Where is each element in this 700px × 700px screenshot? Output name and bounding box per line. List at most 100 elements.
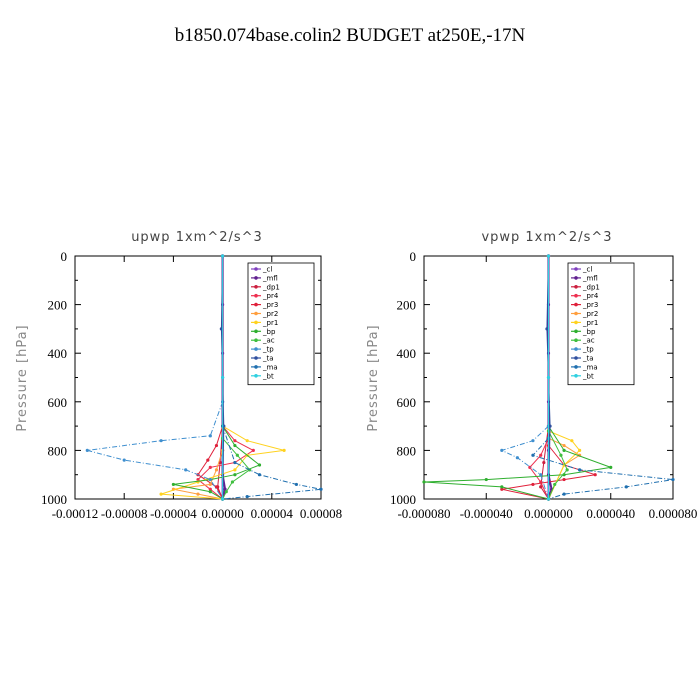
legend-box bbox=[567, 262, 635, 386]
legend-label: _ma bbox=[582, 363, 598, 371]
x-tick-label: 0.000080 bbox=[649, 506, 698, 521]
legend-marker bbox=[254, 347, 258, 351]
series-point-pr2 bbox=[214, 468, 219, 472]
y-tick-label: 1000 bbox=[390, 492, 416, 507]
legend-marker bbox=[574, 374, 578, 378]
series-point-bt bbox=[546, 497, 551, 501]
panel-vpwp: vpwp 1xm^2/s^3 Pressure [hPa] 0 200 400 600… bbox=[366, 230, 697, 521]
legend-marker bbox=[254, 267, 258, 271]
series-point-pr3 bbox=[531, 482, 535, 487]
legend-marker bbox=[254, 338, 258, 343]
legend-marker bbox=[574, 365, 578, 369]
series-point-pr3 bbox=[214, 443, 219, 448]
series-point-tp bbox=[539, 473, 543, 477]
series-point-ac bbox=[553, 482, 557, 487]
series-point-tp bbox=[500, 448, 504, 452]
series-point-ma bbox=[245, 494, 249, 499]
legend-label: _pr2 bbox=[262, 310, 278, 318]
x-tick-label: 0.00000 bbox=[201, 506, 243, 521]
series-point-bp bbox=[500, 485, 504, 489]
series-point-pr2 bbox=[562, 443, 566, 448]
legend-label: _ta bbox=[582, 355, 594, 363]
series-point-pr1 bbox=[159, 492, 163, 496]
series-point-pr1 bbox=[282, 448, 286, 452]
y-tick-label: 600 bbox=[397, 395, 417, 410]
plot-area-upwp: 0 200 400 600 800 1000-0.00012 -0.00008 -0.0000… bbox=[41, 249, 342, 521]
legend-label: _ac bbox=[582, 337, 595, 345]
legend-marker bbox=[254, 293, 258, 298]
series-point-pr1 bbox=[578, 448, 582, 452]
series-point-bt bbox=[546, 254, 551, 258]
series-point-mfl bbox=[223, 487, 227, 491]
legend-marker bbox=[574, 267, 578, 271]
series-line-pr3 bbox=[197, 425, 224, 500]
series-point-ma bbox=[319, 487, 323, 491]
legend-label: _pr1 bbox=[582, 319, 598, 327]
series-point-pr3 bbox=[500, 487, 504, 491]
legend-label: _dp1 bbox=[582, 283, 600, 291]
series-line-pr1 bbox=[160, 425, 285, 500]
legend-marker bbox=[254, 320, 258, 325]
series-point-pr3 bbox=[214, 485, 219, 489]
series-point-tp bbox=[85, 448, 89, 452]
series-point-pr3 bbox=[206, 458, 210, 462]
x-tick-label: 0.00004 bbox=[251, 506, 294, 521]
series-point-ta bbox=[548, 424, 552, 428]
y-axis-label-upwp: Pressure [hPa] bbox=[15, 324, 30, 431]
series-point-ma bbox=[562, 492, 566, 496]
legend-marker bbox=[574, 276, 578, 280]
legend-label: _tp bbox=[582, 346, 594, 354]
legend-marker bbox=[254, 365, 258, 369]
series-point-dp1 bbox=[539, 485, 543, 489]
series-point-pr2 bbox=[208, 482, 212, 487]
legend-label: _mfl bbox=[582, 274, 598, 282]
series-point-ma bbox=[294, 482, 298, 487]
series-line-tp bbox=[87, 401, 224, 500]
series-point-bp bbox=[484, 477, 488, 482]
series-point-tp bbox=[531, 439, 535, 443]
legend-label: _cl bbox=[582, 266, 592, 274]
series-point-pr1 bbox=[245, 439, 249, 443]
y-tick-label: 400 bbox=[48, 346, 68, 361]
x-tick-label: -0.000040 bbox=[460, 506, 513, 521]
series-point-pr4 bbox=[528, 465, 532, 470]
series-point-tp bbox=[208, 477, 212, 482]
y-tick-label: 200 bbox=[397, 298, 417, 313]
series-point-ma bbox=[257, 473, 262, 477]
y-tick-label: 0 bbox=[61, 249, 68, 264]
series-point-pr4 bbox=[196, 477, 200, 482]
y-tick-label: 400 bbox=[397, 346, 417, 361]
series-line-tp bbox=[500, 425, 549, 500]
plot-area-vpwp: 0 200 400 600 800 1000-0.000080 -0.000040 0.000… bbox=[390, 249, 697, 521]
series-point-ac bbox=[230, 480, 235, 484]
legend-marker bbox=[574, 311, 578, 316]
legend-label: _mfl bbox=[262, 274, 278, 282]
series-point-pr3 bbox=[593, 473, 597, 477]
series-point-ac bbox=[224, 490, 228, 494]
series-point-ac bbox=[565, 468, 569, 472]
series-line-ma bbox=[222, 425, 322, 500]
legend-label: _ac bbox=[262, 337, 275, 345]
series-point-pr1 bbox=[233, 468, 237, 472]
series-point-pr3 bbox=[562, 477, 566, 482]
legend-label: _pr1 bbox=[262, 319, 278, 327]
page-title: b1850.074base.colin2 BUDGET at250E,-17N bbox=[175, 25, 526, 46]
legend-marker bbox=[254, 374, 258, 378]
x-tick-label: 0.000040 bbox=[586, 506, 635, 521]
legend-label: _dp1 bbox=[262, 283, 280, 291]
series-point-pr4 bbox=[208, 487, 212, 491]
series-point-tp bbox=[208, 434, 212, 438]
series-point-pr4 bbox=[233, 439, 237, 443]
x-tick-label: -0.00004 bbox=[150, 506, 197, 521]
panel-upwp: upwp 1xm^2/s^3 Pressure [hPa] 0 200 400 600… bbox=[15, 230, 342, 521]
series-point-bp bbox=[171, 482, 175, 487]
y-tick-label: 200 bbox=[48, 298, 68, 313]
legend-label: _bt bbox=[582, 372, 594, 380]
series-point-bt bbox=[221, 375, 225, 380]
series-point-bp bbox=[422, 480, 426, 484]
series-point-bp bbox=[233, 473, 237, 477]
y-tick-label: 800 bbox=[397, 443, 417, 458]
legend-upwp: _cl_mfl_dp1_pr4_pr3_pr2_pr1_bp_ac_tp_ta_… bbox=[247, 262, 315, 386]
legend-label: _bt bbox=[262, 372, 274, 380]
series-point-pr4 bbox=[208, 465, 212, 470]
